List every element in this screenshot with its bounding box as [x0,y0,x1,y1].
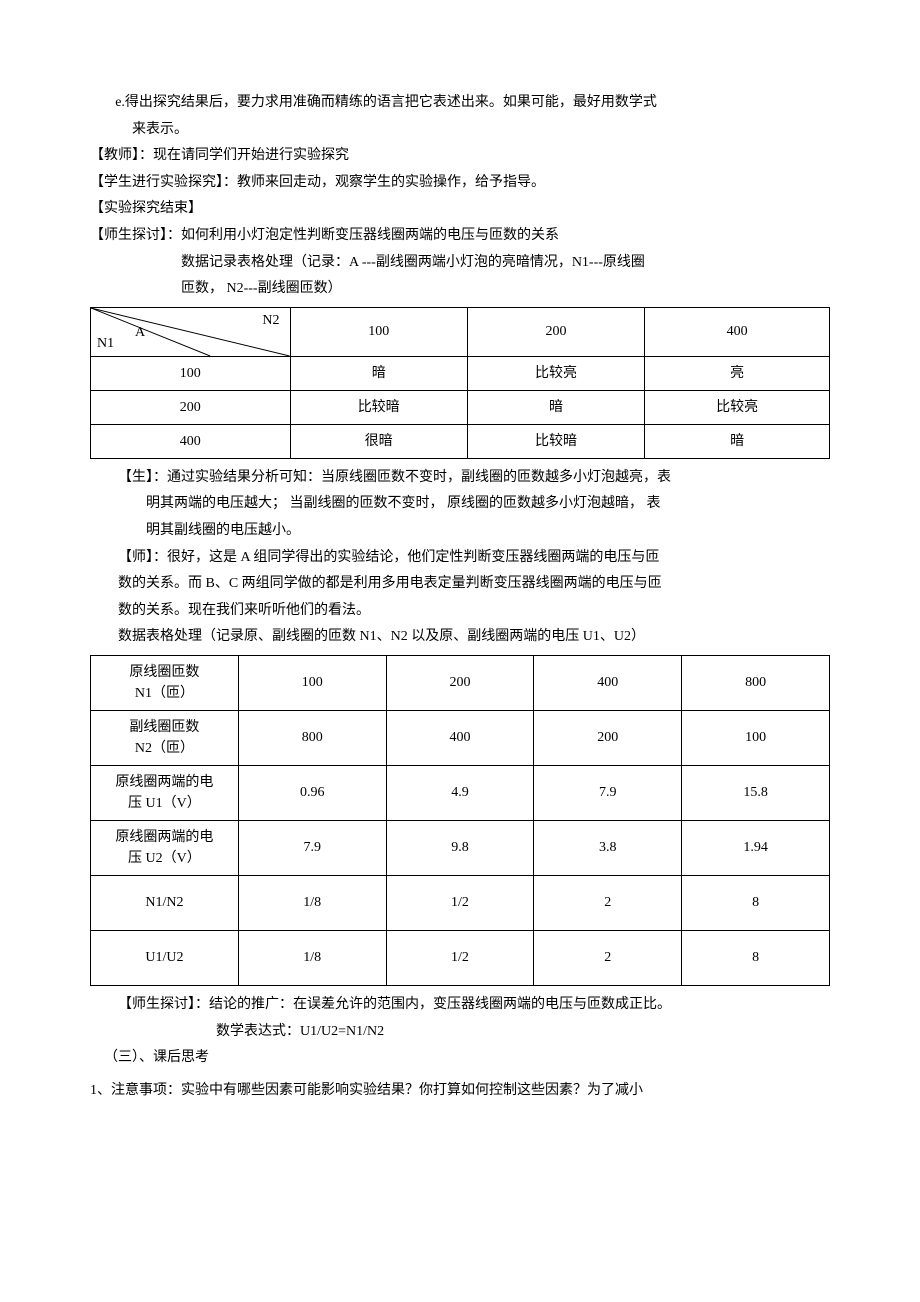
t1-col-header: 200 [467,307,644,356]
shi-line3: 数的关系。现在我们来听听他们的看法。 [90,598,830,625]
t2-row-label: 原线圈两端的电压 U2（V） [91,820,239,875]
t2-row-label: 原线圈匝数N1（匝） [91,655,239,710]
question1: 1、注意事项：实验中有哪些因素可能影响实验结果？你打算如何控制这些因素？为了减小 [90,1078,830,1105]
t2-cell: 1/8 [238,930,386,985]
t2-cell: 1.94 [682,820,830,875]
t2-cell: 100 [682,710,830,765]
t2-cell: 400 [386,710,534,765]
diag-header-cell: N2 A N1 [91,307,291,356]
table-brightness: N2 A N1 100 200 400 100 暗 比较亮 亮 200 比较暗 … [90,307,830,459]
t1-cell: 暗 [645,424,830,458]
t2-cell: 200 [534,710,682,765]
t1-row-label: 200 [91,390,291,424]
data-desc: 数据表格处理（记录原、副线圈的匝数 N1、N2 以及原、副线圈两端的电压 U1、… [90,624,830,651]
t1-cell: 比较亮 [645,390,830,424]
diag-label-n1: N1 [97,333,114,354]
t1-col-header: 400 [645,307,830,356]
t1-cell: 亮 [645,356,830,390]
t1-cell: 比较暗 [467,424,644,458]
t1-cell: 比较暗 [290,390,467,424]
teacher-line: 【教师】：现在请同学们开始进行实验探究 [90,143,830,170]
shi-line1: 【师】：很好，这是 A 组同学得出的实验结论，他们定性判断变压器线圈两端的电压与… [90,545,830,572]
conclusion-line: 【师生探讨】：结论的推广：在误差允许的范围内，变压器线圈两端的电压与匝数成正比。 [90,992,830,1019]
t2-cell: 8 [682,875,830,930]
t2-cell: 2 [534,930,682,985]
formula-line: 数学表达式：U1/U2=N1/N2 [90,1019,830,1046]
t1-cell: 暗 [290,356,467,390]
t2-cell: 100 [238,655,386,710]
t2-cell: 2 [534,875,682,930]
t2-cell: 800 [238,710,386,765]
discuss-line: 【师生探讨】：如何利用小灯泡定性判断变压器线圈两端的电压与匝数的关系 [90,223,830,250]
t2-row-label: 副线圈匝数N2（匝） [91,710,239,765]
diag-label-a: A [135,322,145,343]
t2-cell: 8 [682,930,830,985]
table-measurement: 原线圈匝数N1（匝） 100 200 400 800 副线圈匝数N2（匝） 80… [90,655,830,986]
sheng-line2: 明其两端的电压越大； 当副线圈的匝数不变时， 原线圈的匝数越多小灯泡越暗， 表 [90,491,830,518]
record-line1: 数据记录表格处理（记录：A ---副线圈两端小灯泡的亮暗情况，N1---原线圈 [90,250,830,277]
shi-line2: 数的关系。而 B、C 两组同学做的都是利用多用电表定量判断变压器线圈两端的电压与… [90,571,830,598]
sheng-line1: 【生】：通过实验结果分析可知：当原线圈匝数不变时，副线圈的匝数越多小灯泡越亮，表 [90,465,830,492]
diag-label-n2: N2 [262,310,279,331]
t2-cell: 3.8 [534,820,682,875]
t2-cell: 400 [534,655,682,710]
student-explore-line: 【学生进行实验探究】：教师来回走动，观察学生的实验操作，给予指导。 [90,170,830,197]
t2-cell: 4.9 [386,765,534,820]
t2-cell: 1/8 [238,875,386,930]
point-e-line1: e.得出探究结果后，要力求用准确而精练的语言把它表述出来。如果可能，最好用数学式 [90,90,830,117]
t2-cell: 7.9 [238,820,386,875]
t1-row-label: 400 [91,424,291,458]
t2-cell: 800 [682,655,830,710]
point-e-line2: 来表示。 [90,117,830,144]
t2-cell: 9.8 [386,820,534,875]
t2-cell: 0.96 [238,765,386,820]
record-line2: 匝数， N2---副线圈匝数） [90,276,830,303]
t1-row-label: 100 [91,356,291,390]
t1-cell: 比较亮 [467,356,644,390]
t2-cell: 200 [386,655,534,710]
t2-row-label: U1/U2 [91,930,239,985]
t2-row-label: N1/N2 [91,875,239,930]
t1-cell: 很暗 [290,424,467,458]
t2-cell: 1/2 [386,875,534,930]
t1-cell: 暗 [467,390,644,424]
t2-cell: 15.8 [682,765,830,820]
t2-cell: 1/2 [386,930,534,985]
section3-title: （三）、课后思考 [90,1045,830,1072]
t2-row-label: 原线圈两端的电压 U1（V） [91,765,239,820]
t1-col-header: 100 [290,307,467,356]
explore-end-line: 【实验探究结束】 [90,196,830,223]
sheng-line3: 明其副线圈的电压越小。 [90,518,830,545]
t2-cell: 7.9 [534,765,682,820]
